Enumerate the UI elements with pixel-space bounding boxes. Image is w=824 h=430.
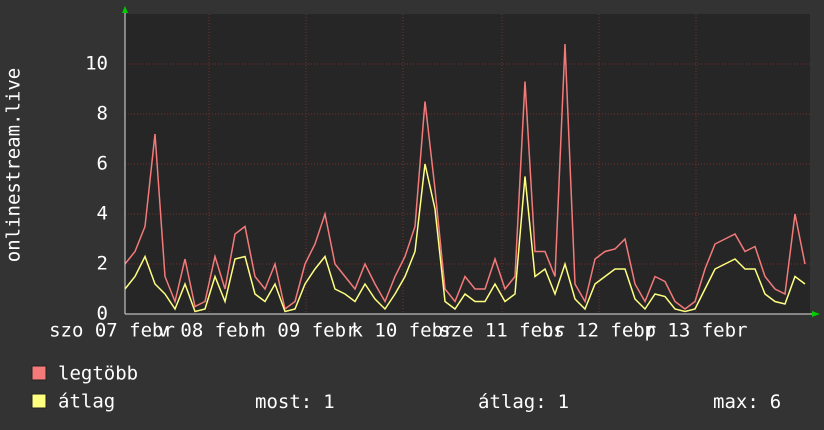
y-axis-label: onlinestream.live (3, 68, 25, 262)
marks (124, 43, 806, 313)
y-tick-label: 10 (85, 53, 108, 75)
stat: max: 6 (713, 391, 781, 413)
y-tick-label: 2 (97, 253, 108, 275)
stat-value: 1 (558, 391, 569, 413)
x-tick-label: v 08 febr (158, 320, 261, 342)
stat-value: 6 (770, 391, 781, 413)
stat-value: 1 (323, 391, 334, 413)
y-tick-label: 8 (97, 103, 108, 125)
y-tick-label: 4 (97, 203, 108, 225)
x-tick-label: cs 12 febr (542, 320, 656, 342)
stat-label: átlag: (478, 391, 547, 413)
stat-label: most: (255, 391, 312, 413)
series-line (124, 163, 806, 313)
stat: most: 1 (255, 391, 335, 413)
legend-label: legtöbb (58, 363, 138, 385)
legend-swatch (31, 393, 47, 409)
x-axis-arrow (812, 311, 820, 317)
legend-swatch (31, 365, 47, 381)
x-tick-label: h 09 febr (255, 320, 358, 342)
y-tick-label: 6 (97, 153, 108, 175)
x-tick-label: szo 07 febr (49, 320, 175, 342)
y-tick-label: 0 (97, 303, 108, 325)
x-tick-label: sze 11 febr (439, 320, 565, 342)
stat: átlag: 1 (478, 391, 569, 413)
x-tick-label: p 13 febr (645, 320, 748, 342)
legend: legtöbb átlag most: 1 átlag: 1 max: 6 (31, 363, 781, 413)
stat-label: max: (713, 391, 759, 413)
x-tick-label: k 10 febr (352, 320, 455, 342)
y-axis-arrow (122, 6, 128, 13)
series-line (124, 43, 806, 311)
legend-label: átlag (58, 391, 115, 413)
